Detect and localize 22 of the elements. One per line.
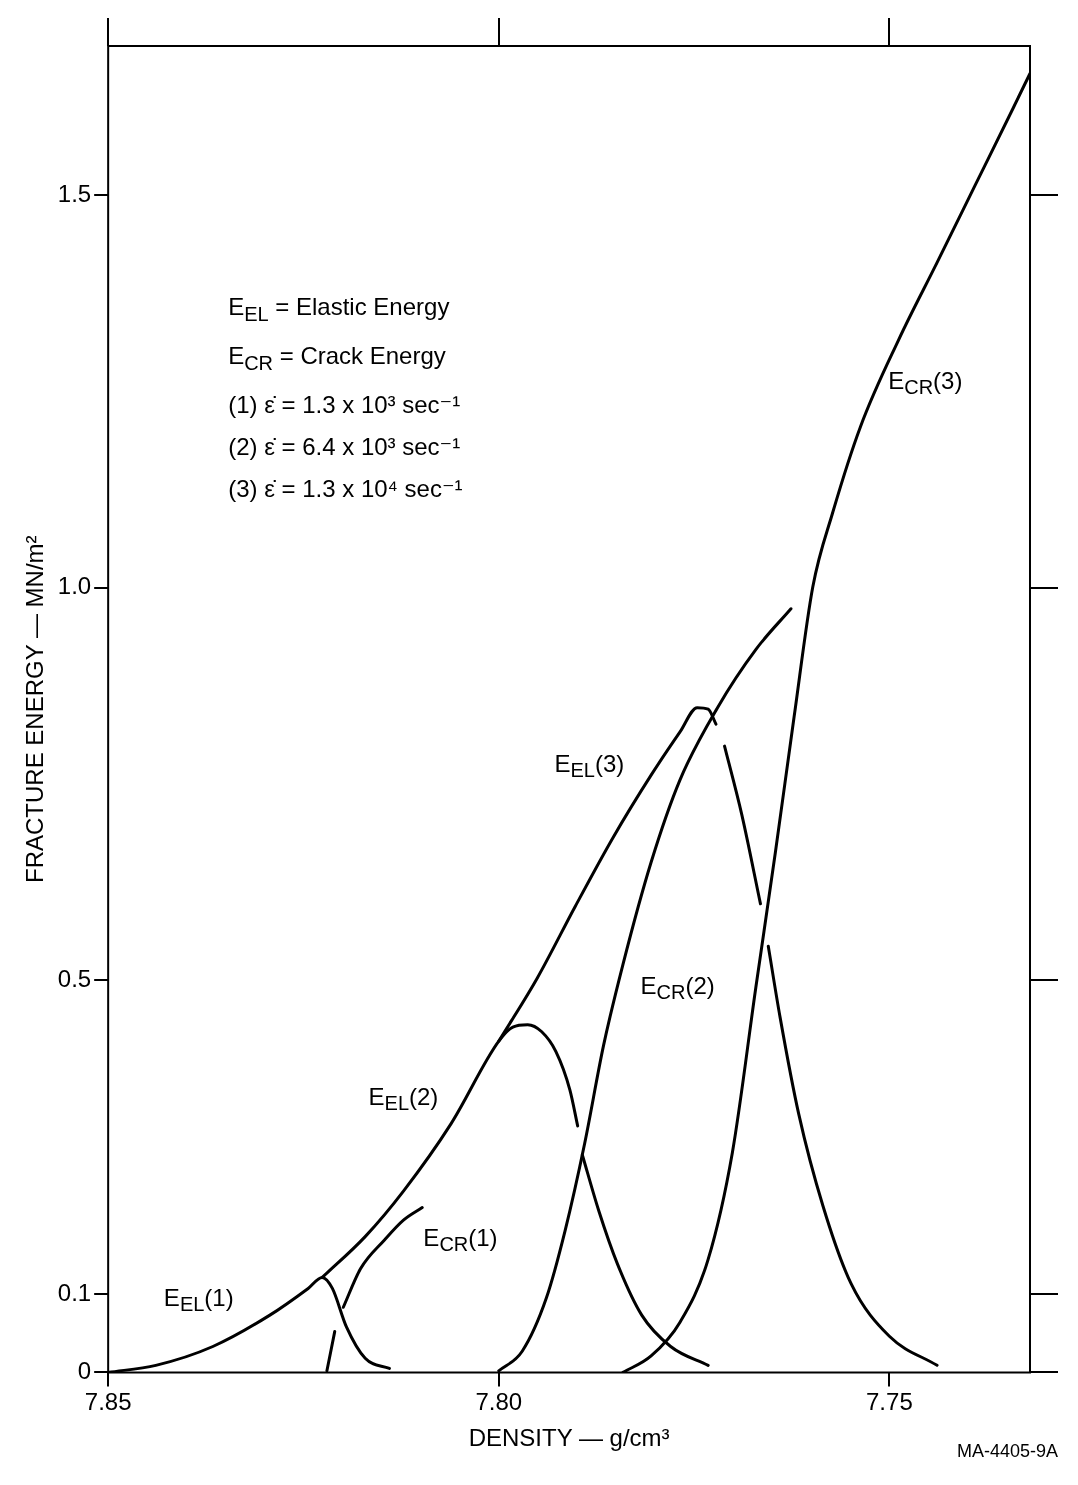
- y-tick-label: 0: [77, 1357, 92, 1385]
- annotation: E$_{EL}$(3): [554, 749, 625, 783]
- annotation: E$_{EL}$(2): [368, 1082, 439, 1116]
- x-axis-title: DENSITY — g/cm³: [468, 1424, 670, 1452]
- y-axis-title: FRACTURE ENERGY — MN/m²: [21, 535, 49, 883]
- annotation: E$_{CR}$(2): [640, 971, 715, 1005]
- x-tick-label: 7.75: [866, 1388, 913, 1416]
- x-tick-label: 7.85: [84, 1388, 132, 1416]
- annotation: (2) ε̇ = 6.4 x 10³ sec⁻¹: [228, 431, 462, 462]
- annotation: E$_{EL}$ = Elastic Energy: [228, 292, 451, 327]
- text: MA-4405-9A: [956, 1441, 1058, 1462]
- x-tick-label: 7.80: [475, 1388, 523, 1416]
- annotation: E$_{CR}$(3): [888, 367, 963, 400]
- y-tick-label: 1.5: [57, 179, 92, 207]
- annotation: E$_{EL}$(1): [163, 1283, 234, 1317]
- y-tick-label: 0.5: [57, 964, 92, 992]
- annotation: E$_{CR}$ = Crack Energy: [228, 340, 447, 376]
- annotation: (3) ε̇ = 1.3 x 10⁴ sec⁻¹: [228, 473, 463, 504]
- y-tick-label: 1.0: [57, 572, 92, 600]
- y-tick-label: 0.1: [57, 1278, 92, 1306]
- annotation: (1) ε̇ = 1.3 x 10³ sec⁻¹: [228, 389, 462, 420]
- annotation: E$_{CR}$(1): [423, 1223, 498, 1257]
